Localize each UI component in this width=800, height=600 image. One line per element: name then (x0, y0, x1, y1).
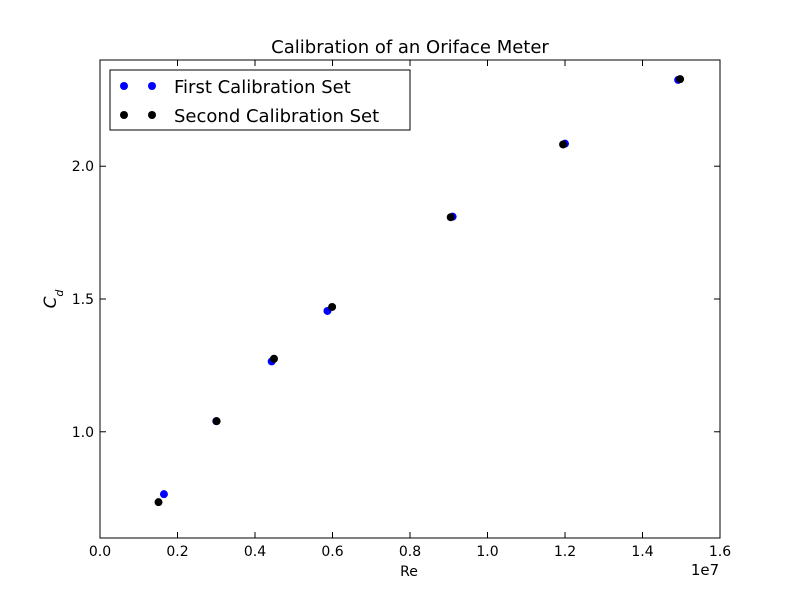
y-axis-label-base: C (41, 296, 61, 308)
second-calibration-point (446, 213, 455, 222)
x-tick-label: 0.2 (166, 544, 188, 560)
plot-background (100, 60, 720, 538)
legend: First Calibration Set Second Calibration… (109, 69, 411, 131)
x-axis-label: Re (400, 564, 418, 580)
y-tick-label: 2.0 (72, 159, 94, 175)
x-tick-label: 1.4 (631, 544, 653, 560)
second-calibration-point (269, 354, 278, 363)
second-calibration-point (328, 302, 337, 311)
x-tick-label: 1.0 (476, 544, 498, 560)
legend-marker-second-2 (148, 111, 156, 119)
legend-box (109, 69, 411, 131)
x-axis-ticks: 0.0 0.2 0.4 0.6 0.8 1.0 1.2 1.4 1.6 (89, 60, 731, 560)
plot-area: 0.0 0.2 0.4 0.6 0.8 1.0 1.2 1.4 1.6 1.0 1.5 2.0 (72, 59, 731, 560)
plot-frame (99, 59, 721, 539)
legend-marker-first-1 (120, 82, 128, 90)
x-tick-label: 1.2 (554, 544, 576, 560)
legend-marker-second-1 (120, 111, 128, 119)
legend-label-first: First Calibration Set (174, 77, 351, 98)
chart-title: Calibration of an Oriface Meter (271, 37, 549, 58)
x-tick-label: 0.0 (89, 544, 111, 560)
legend-marker-first-2 (148, 82, 156, 90)
y-tick-label: 1.0 (72, 425, 94, 441)
x-tick-label: 0.6 (321, 544, 343, 560)
legend-label-second: Second Calibration Set (174, 106, 379, 127)
y-tick-label: 1.5 (72, 292, 94, 308)
second-calibration-point (212, 417, 221, 426)
second-calibration-point (676, 75, 685, 84)
x-tick-label: 0.8 (399, 544, 421, 560)
data-points (154, 75, 685, 507)
y-axis-ticks: 1.0 1.5 2.0 (72, 159, 720, 441)
first-calibration-point (159, 490, 168, 499)
second-calibration-point (559, 140, 568, 149)
x-tick-label: 1.6 (709, 544, 731, 560)
y-axis-label-subscript: d (53, 289, 66, 297)
x-axis-offset-label: 1e7 (691, 561, 719, 579)
x-tick-label: 0.4 (244, 544, 266, 560)
y-axis-label: Cd (41, 289, 66, 309)
second-calibration-point (154, 498, 163, 507)
